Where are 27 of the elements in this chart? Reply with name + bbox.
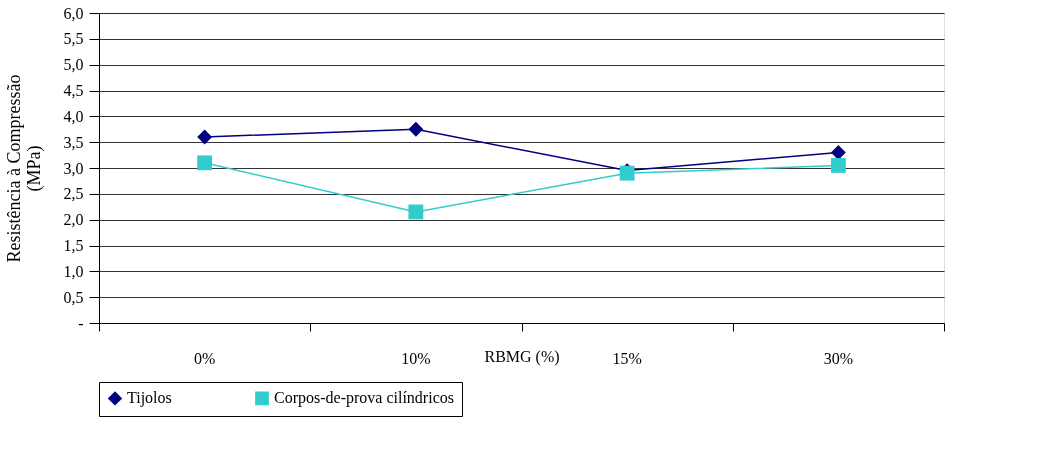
y-tick-label: 3,5 [63,133,84,151]
y-tick-label: 4,0 [63,107,84,125]
point [830,158,846,173]
y-tick-label: 2,5 [63,185,84,203]
point [408,204,424,220]
y-tick-label: 1,5 [63,237,84,254]
y-tick-label: 1,0 [63,262,84,280]
x-tick-label: 15% [612,350,642,367]
y-tick-label: 5,0 [63,56,84,74]
point [197,129,213,145]
y-tick-label: 5,5 [63,30,84,48]
legend-label: Tijolos [127,389,172,408]
y-axis-title: Resistência à Compressão (MPa) [3,74,45,263]
point [197,155,213,171]
point [830,145,846,160]
y-tick-label: 0,5 [63,288,84,306]
y-tick-label: 2,0 [63,211,84,229]
y-tick-label: 6,0 [63,4,84,22]
y-tick-label: - [78,314,84,332]
x-tick-label: 0% [193,350,216,367]
x-tick-label: 10% [401,350,431,367]
legend-label: Corpos-de-prova cilíndricos [274,389,454,408]
y-tick-label: 4,5 [63,82,84,99]
point [408,121,424,137]
x-tick-label: 30% [823,350,854,367]
x-axis-title: RBMG (%) [484,347,560,366]
y-tick-label: 3,0 [63,159,84,177]
